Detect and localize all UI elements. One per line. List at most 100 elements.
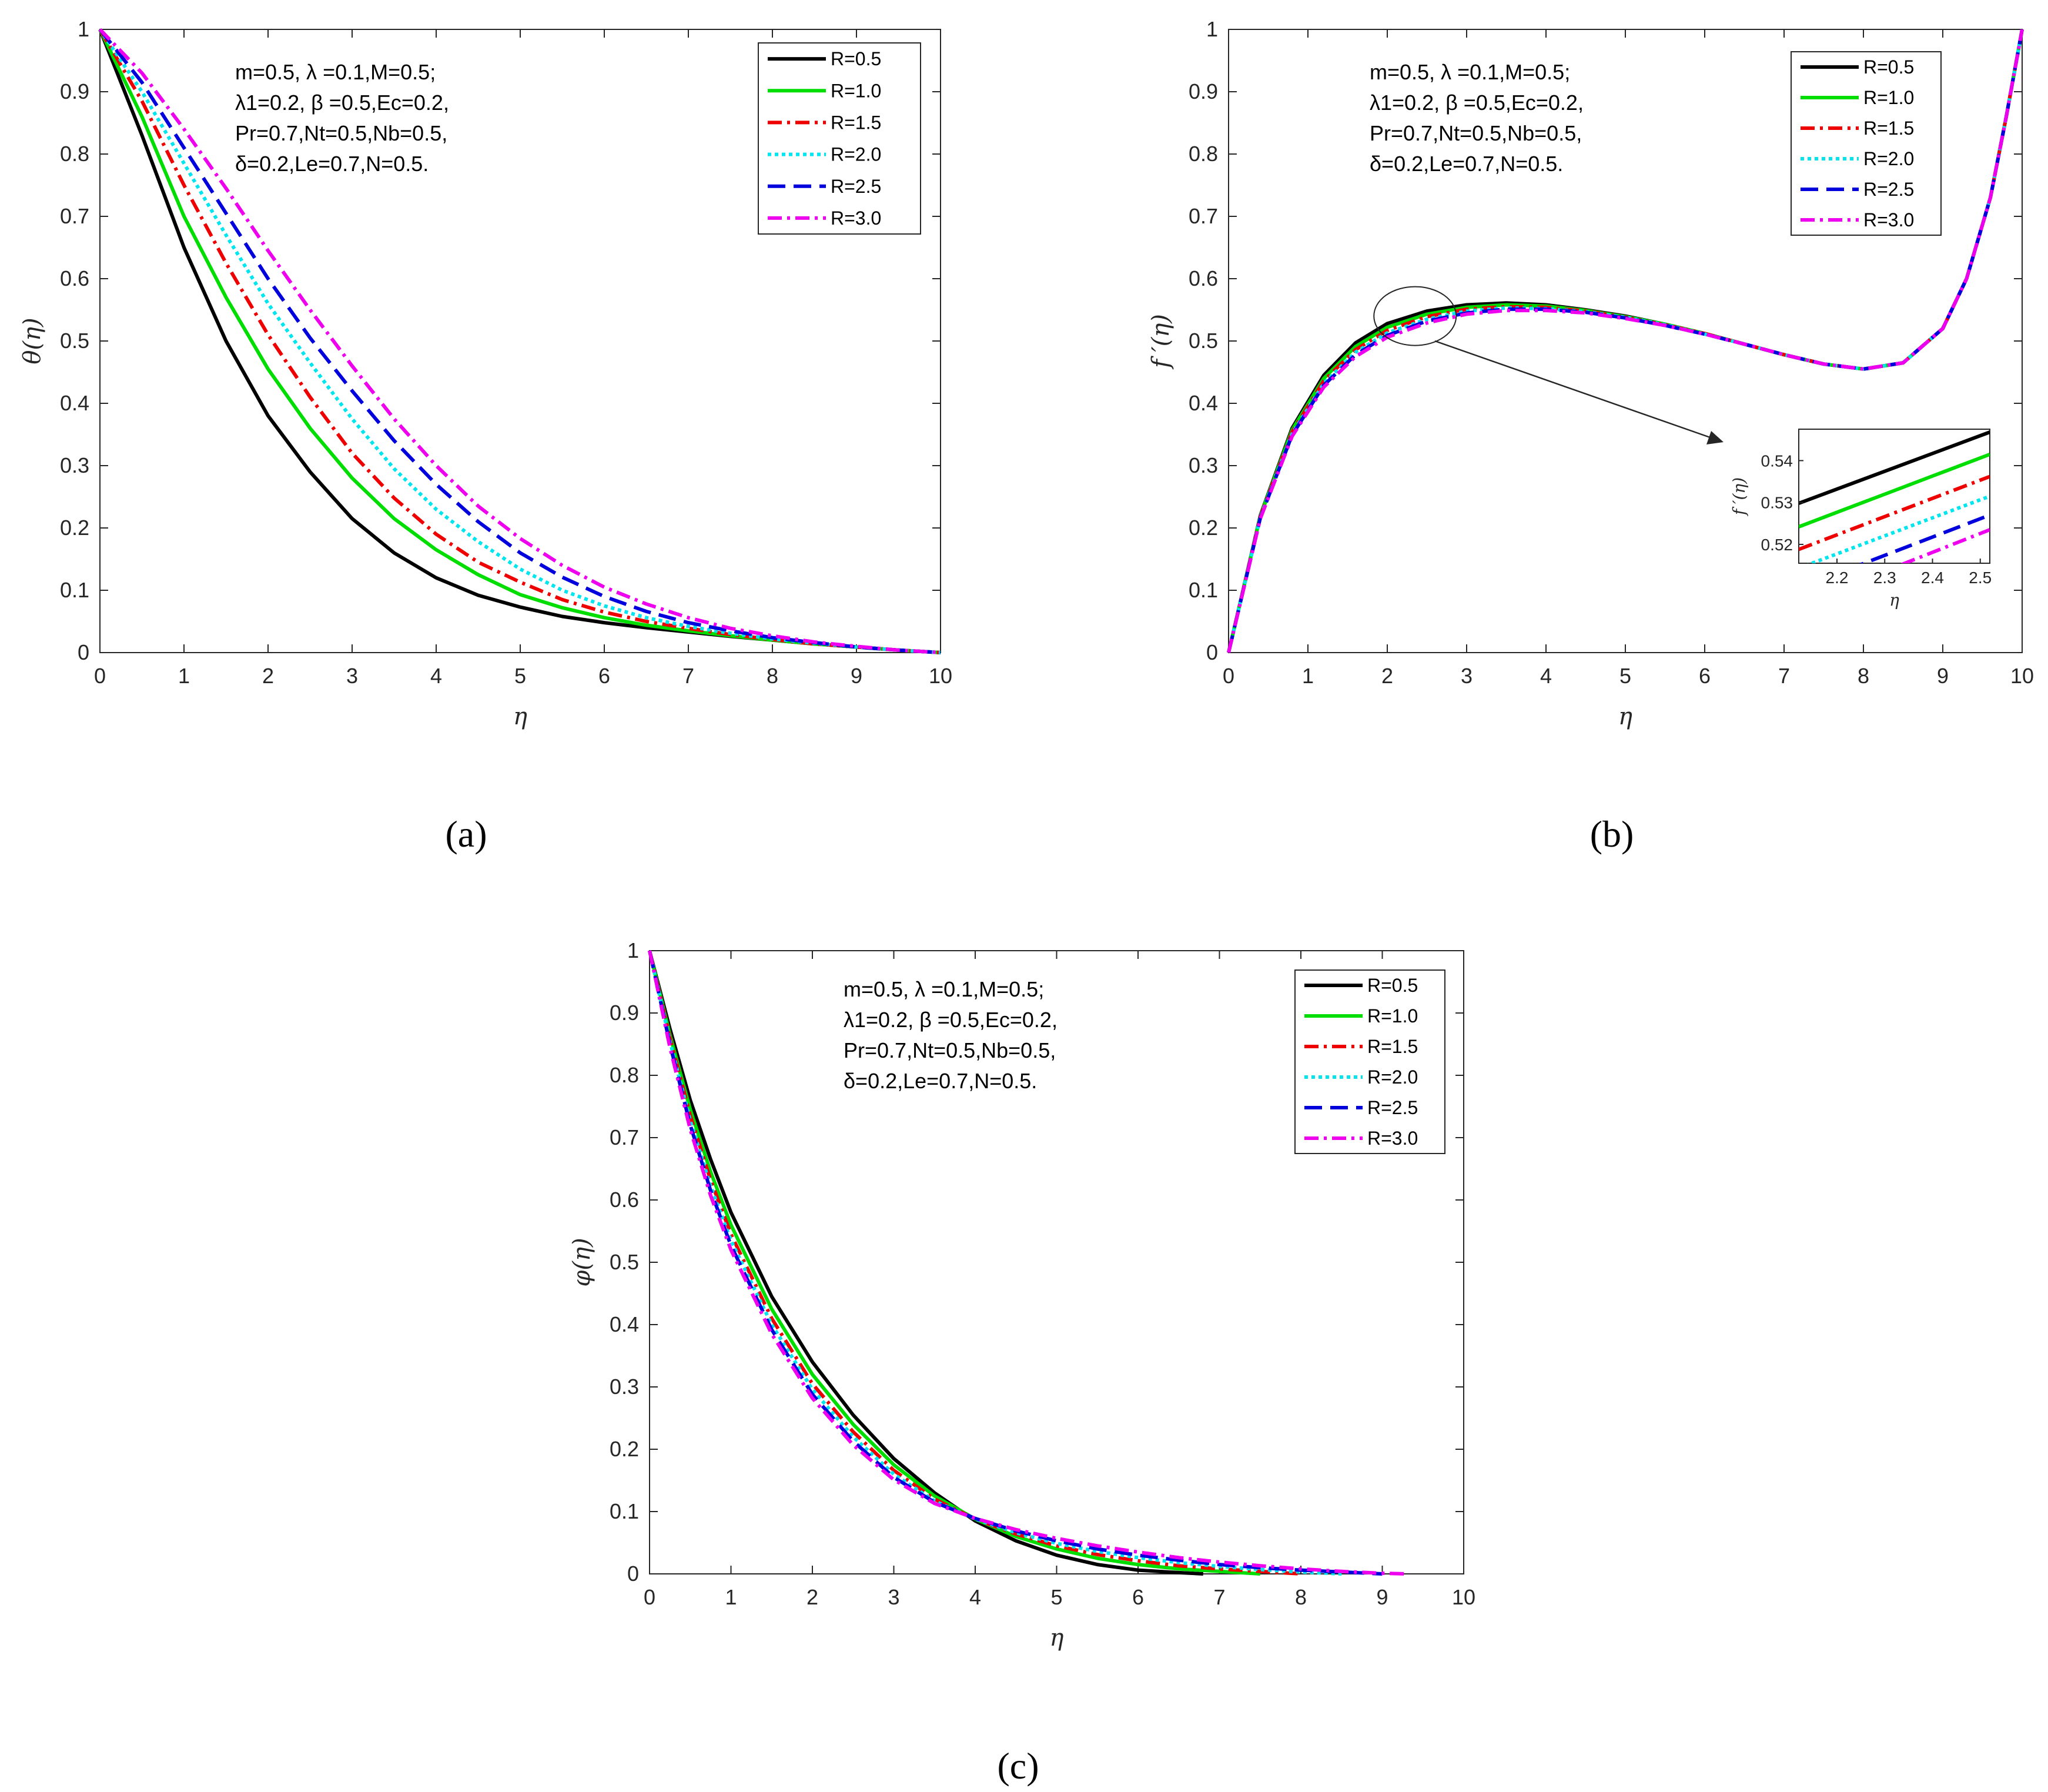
y-tick-label: 0.9 (60, 79, 89, 103)
x-tick-label: 7 (682, 664, 694, 688)
x-tick-label: 9 (1937, 664, 1949, 688)
parameter-note: m=0.5, λ =0.1,M=0.5; (844, 977, 1044, 1001)
series-line-R=3.0 (648, 950, 1407, 1576)
inset-series-line-R=2.0 (1807, 494, 1990, 563)
y-tick-label: 0.5 (1189, 329, 1218, 353)
x-tick-label: 3 (346, 664, 358, 688)
y-tick-label: 0.2 (60, 516, 89, 540)
x-tick-label: 0 (1223, 664, 1234, 688)
series-line-R=2.0 (648, 950, 1342, 1576)
x-tick-label: 0 (94, 664, 106, 688)
panel-label: (c) (997, 1745, 1039, 1787)
legend-label: R=1.5 (1367, 1036, 1418, 1057)
y-tick-label: 0.6 (610, 1188, 639, 1212)
chart-c: 0 1 2 3 4 5 6 7 8 9 10 0 0.1 0.2 0.3 0.4 0.5 0.6 0.7 0.8 0.9… (568, 938, 1475, 1787)
legend-label: R=3.0 (1367, 1128, 1418, 1149)
inset-x-tick-label: 2.2 (1826, 569, 1849, 587)
x-tick-label: 10 (2010, 664, 2034, 688)
y-tick-label: 0.1 (60, 578, 89, 602)
y-axis-label: f ′(η) (1147, 314, 1174, 370)
x-tick-label: 10 (929, 664, 952, 688)
parameter-note: δ=0.2,Le=0.7,N=0.5. (844, 1069, 1037, 1093)
y-tick-label: 0.6 (1189, 266, 1218, 290)
legend-label: R=1.0 (1863, 87, 1914, 108)
legend-label: R=2.5 (1863, 179, 1914, 200)
x-tick-label: 5 (1619, 664, 1631, 688)
legend-label: R=2.0 (831, 144, 881, 165)
parameter-note: m=0.5, λ =0.1,M=0.5; (1370, 60, 1570, 84)
panel-label: (a) (445, 813, 487, 855)
y-tick-label: 1 (627, 938, 639, 962)
legend-label: R=2.0 (1863, 148, 1914, 169)
legend-label: R=0.5 (1367, 975, 1418, 996)
x-tick-label: 3 (1461, 664, 1473, 688)
x-tick-label: 2 (1381, 664, 1393, 688)
y-tick-label: 0.7 (1189, 204, 1218, 228)
x-tick-label: 7 (1213, 1585, 1225, 1609)
inset-plot-area (1798, 429, 1990, 564)
x-tick-label: 9 (851, 664, 862, 688)
y-tick-label: 0.9 (610, 1001, 639, 1025)
legend-box (758, 42, 921, 235)
x-tick-label: 1 (725, 1585, 737, 1609)
inset-x-tick-label: 2.5 (1969, 569, 1992, 587)
inset-series-line-R=0.5 (1799, 430, 1990, 505)
y-tick-label: 0.5 (60, 329, 89, 353)
x-tick-label: 8 (1295, 1585, 1307, 1609)
x-tick-label: 3 (888, 1585, 899, 1609)
legend-label: R=0.5 (1863, 56, 1914, 78)
x-tick-label: 9 (1376, 1585, 1388, 1609)
parameter-note: λ1=0.2, β =0.5,Ec=0.2, (235, 91, 449, 115)
x-tick-label: 8 (1858, 664, 1869, 688)
inset-x-tick-label: 2.4 (1921, 569, 1944, 587)
x-axis-label: η (1618, 703, 1632, 730)
y-tick-label: 0.4 (60, 391, 89, 415)
legend-label: R=1.5 (1863, 118, 1914, 139)
y-tick-label: 0.1 (610, 1499, 639, 1523)
legend-box (1791, 51, 1942, 236)
parameter-note: δ=0.2,Le=0.7,N=0.5. (1370, 152, 1563, 176)
inset-y-axis-label: f ′(η) (1729, 477, 1749, 516)
x-tick-label: 1 (178, 664, 190, 688)
parameter-note: δ=0.2,Le=0.7,N=0.5. (235, 152, 429, 176)
parameter-note: Pr=0.7,Nt=0.5,Nb=0.5, (844, 1038, 1056, 1062)
y-tick-label: 0.8 (60, 142, 89, 166)
x-tick-label: 6 (1699, 664, 1711, 688)
x-tick-label: 4 (1540, 664, 1552, 688)
legend-label: R=1.0 (1367, 1005, 1418, 1027)
y-tick-label: 0.7 (60, 204, 89, 228)
x-tick-label: 5 (1050, 1585, 1062, 1609)
inset-x-axis-label: η (1889, 590, 1899, 610)
y-tick-label: 0.3 (610, 1375, 639, 1399)
legend-label: R=1.0 (831, 80, 881, 101)
parameter-note: Pr=0.7,Nt=0.5,Nb=0.5, (235, 121, 447, 145)
y-axis-label: θ(η) (19, 317, 46, 364)
parameter-note: m=0.5, λ =0.1,M=0.5; (235, 60, 436, 84)
series-line-R=3.0 (1227, 29, 2024, 653)
inset-y-tick-label: 0.52 (1761, 536, 1793, 554)
x-tick-label: 2 (807, 1585, 818, 1609)
legend-label: R=2.0 (1367, 1066, 1418, 1088)
y-tick-label: 0.8 (1189, 142, 1218, 166)
y-tick-label: 1 (1206, 17, 1218, 41)
y-tick-label: 0.2 (610, 1437, 639, 1461)
y-tick-label: 0.4 (610, 1312, 639, 1336)
legend-label: R=3.0 (831, 208, 881, 229)
inset-series-line-R=2.5 (1859, 513, 1990, 563)
y-tick-label: 0.5 (610, 1250, 639, 1274)
series-line-R=3.0 (98, 28, 941, 654)
inset-x-tick-label: 2.3 (1873, 569, 1896, 587)
y-tick-label: 0.2 (1189, 516, 1218, 540)
legend-box (1294, 969, 1445, 1154)
legend-label: R=3.0 (1863, 209, 1914, 230)
zoom-arrow-line (1434, 340, 1712, 439)
x-axis-label: η (513, 703, 527, 730)
y-tick-label: 0.6 (60, 266, 89, 290)
x-tick-label: 4 (969, 1585, 981, 1609)
y-tick-label: 0.8 (610, 1063, 639, 1087)
x-tick-label: 8 (767, 664, 778, 688)
y-tick-label: 0.3 (60, 453, 89, 477)
x-tick-label: 10 (1452, 1585, 1475, 1609)
y-tick-label: 0 (78, 640, 89, 664)
